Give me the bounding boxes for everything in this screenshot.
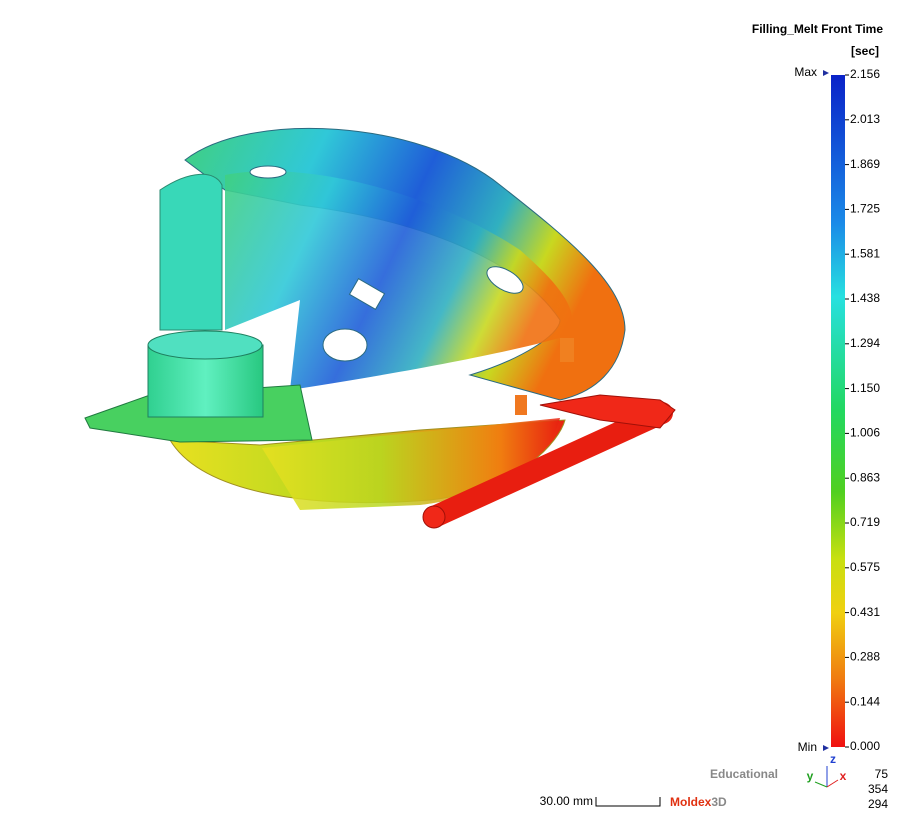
tick-label: 1.150	[850, 381, 880, 395]
scale-bar	[595, 797, 661, 807]
legend-unit: [sec]	[851, 44, 879, 58]
edition: Educational	[710, 767, 778, 781]
legend-title: Filling_Melt Front Time	[752, 22, 883, 36]
tick-label: 0.431	[850, 605, 880, 619]
tick-label: 1.006	[850, 426, 880, 440]
min-label: Min	[798, 740, 817, 754]
color-legend: Filling_Melt Front Time [sec] Max Min 2.…	[752, 22, 883, 754]
max-arrow	[823, 70, 829, 76]
footer: 30.00 mm Educational Moldex3D z y x 75 3…	[540, 752, 889, 811]
logo-suffix: 3D	[711, 795, 727, 809]
axes-triad: z y x	[807, 752, 847, 788]
tick-label: 0.863	[850, 470, 880, 484]
view-angle: 75	[875, 767, 889, 781]
tick-label: 0.719	[850, 515, 880, 529]
triad-label: z	[830, 752, 836, 766]
tick-label: 0.000	[850, 739, 880, 753]
tick-label: 2.156	[850, 67, 880, 81]
tick-label: 1.581	[850, 246, 880, 260]
triad-label: x	[840, 769, 847, 783]
y-axis	[814, 781, 828, 788]
tick-label: 1.294	[850, 336, 880, 350]
view-angle: 294	[868, 797, 888, 811]
scale-bar-label: 30.00 mm	[540, 794, 593, 808]
part-model	[84, 127, 676, 529]
tick-label: 0.288	[850, 650, 880, 664]
tick-label: 0.575	[850, 560, 880, 574]
color-bar	[831, 75, 845, 747]
logo-text: Moldex	[670, 795, 712, 809]
tick-label: 2.013	[850, 112, 880, 126]
tick-label: 1.869	[850, 157, 880, 171]
tick-label: 0.144	[850, 694, 880, 708]
logo: Moldex3D	[670, 795, 727, 809]
tick-label: 1.438	[850, 291, 880, 305]
min-arrow	[823, 745, 829, 751]
max-label: Max	[794, 65, 817, 79]
view-angle: 354	[868, 782, 888, 796]
triad-label: y	[807, 769, 814, 783]
tick-label: 1.725	[850, 202, 880, 216]
x-axis	[826, 779, 839, 788]
